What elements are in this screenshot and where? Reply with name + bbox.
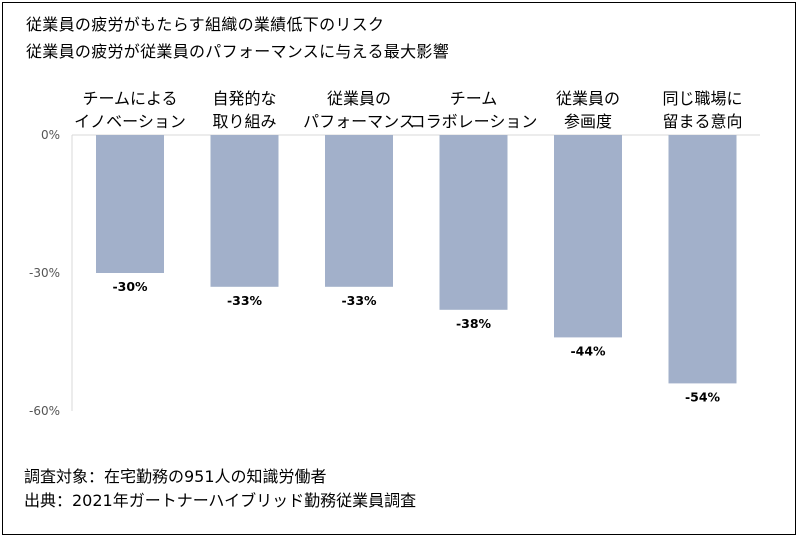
category-label: 取り組み — [212, 112, 276, 131]
data-label: -44% — [570, 343, 606, 358]
data-label: -33% — [227, 293, 263, 308]
category-label: コラボレーション — [410, 112, 538, 131]
y-tick-label: 0% — [41, 128, 60, 142]
category-label: 同じ職場に — [662, 89, 742, 108]
data-label: -33% — [341, 293, 377, 308]
source-note: 出典：2021年ガートナーハイブリッド勤務従業員調査 — [24, 491, 417, 510]
survey-target-note: 調査対象：在宅勤務の951人の知識労働者 — [24, 467, 327, 486]
bar — [325, 135, 393, 287]
category-label: 留まる意向 — [662, 112, 742, 131]
y-tick-label: -60% — [29, 404, 60, 418]
data-label: -38% — [456, 316, 492, 331]
category-label: チームによる — [82, 89, 177, 108]
chart-title: 従業員の疲労がもたらす組織の業績低下のリスク — [26, 15, 385, 34]
category-label: 従業員の — [556, 89, 620, 108]
category-label: 参画度 — [564, 112, 612, 131]
category-label: チーム — [450, 89, 498, 108]
category-label: イノベーション — [74, 112, 186, 131]
data-label: -30% — [112, 279, 148, 294]
category-label: パフォーマンス — [303, 112, 415, 131]
bar — [554, 135, 622, 338]
data-label: -54% — [685, 389, 721, 404]
bar — [439, 135, 508, 310]
chart-subtitle: 従業員の疲労が従業員のパフォーマンスに与える最大影響 — [26, 42, 450, 61]
bar — [668, 135, 737, 384]
bar — [96, 135, 164, 273]
category-label: 自発的な — [212, 89, 276, 108]
bar — [210, 135, 279, 287]
y-tick-label: -30% — [29, 266, 60, 280]
category-label: 従業員の — [327, 89, 391, 108]
